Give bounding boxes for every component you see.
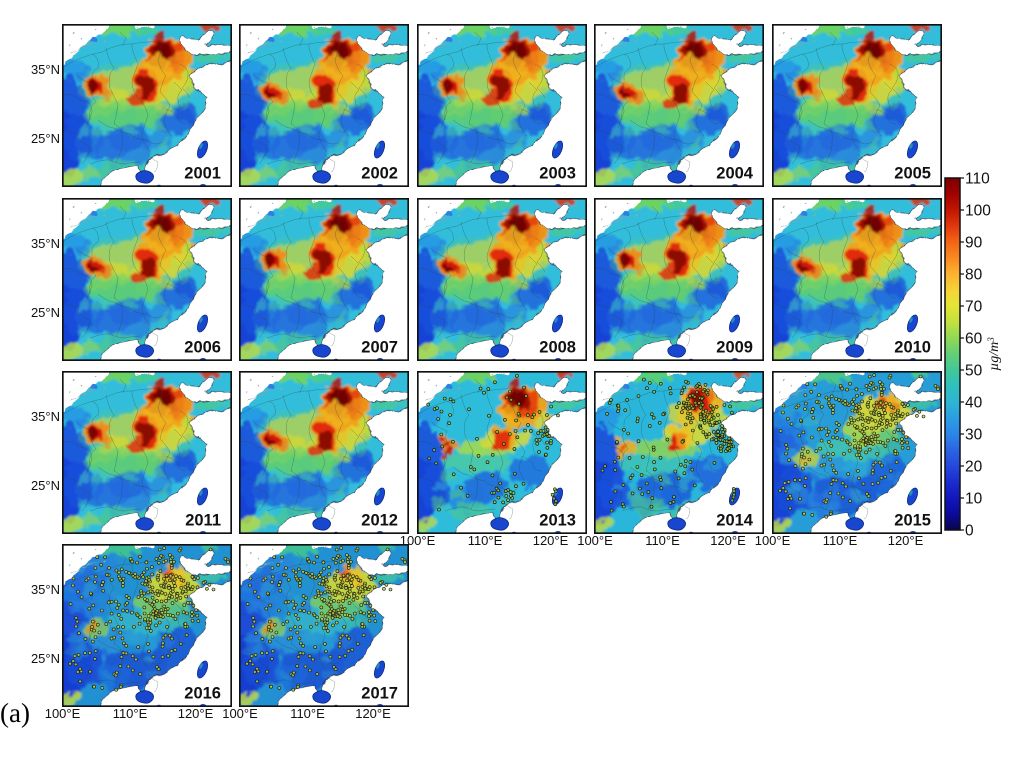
svg-text:40: 40	[965, 395, 983, 412]
svg-text:80: 80	[965, 267, 983, 284]
svg-text:100: 100	[965, 203, 991, 220]
svg-text:2012: 2012	[361, 512, 398, 530]
svg-text:110: 110	[965, 171, 990, 188]
svg-text:2002: 2002	[361, 165, 398, 183]
svg-text:2016: 2016	[184, 685, 221, 703]
svg-text:2010: 2010	[894, 338, 931, 356]
svg-text:2007: 2007	[361, 338, 398, 356]
svg-text:0: 0	[965, 523, 974, 540]
svg-text:2011: 2011	[185, 512, 221, 530]
svg-text:2009: 2009	[716, 338, 753, 356]
svg-text:2006: 2006	[184, 338, 221, 356]
svg-text:70: 70	[965, 299, 983, 316]
svg-text:2013: 2013	[539, 512, 576, 530]
svg-text:50: 50	[965, 363, 983, 380]
svg-text:2014: 2014	[716, 512, 754, 530]
svg-text:2017: 2017	[361, 685, 398, 703]
svg-text:2008: 2008	[539, 338, 576, 356]
svg-text:10: 10	[965, 491, 983, 508]
svg-text:20: 20	[965, 459, 983, 476]
svg-text:90: 90	[965, 235, 983, 252]
svg-text:30: 30	[965, 427, 983, 444]
svg-text:60: 60	[965, 331, 983, 348]
svg-text:2004: 2004	[716, 165, 754, 183]
svg-text:µg/m3: µg/m3	[986, 337, 1002, 371]
svg-text:2005: 2005	[894, 165, 931, 183]
svg-text:2003: 2003	[539, 165, 576, 183]
svg-text:2015: 2015	[894, 512, 931, 530]
svg-text:2001: 2001	[184, 165, 221, 183]
